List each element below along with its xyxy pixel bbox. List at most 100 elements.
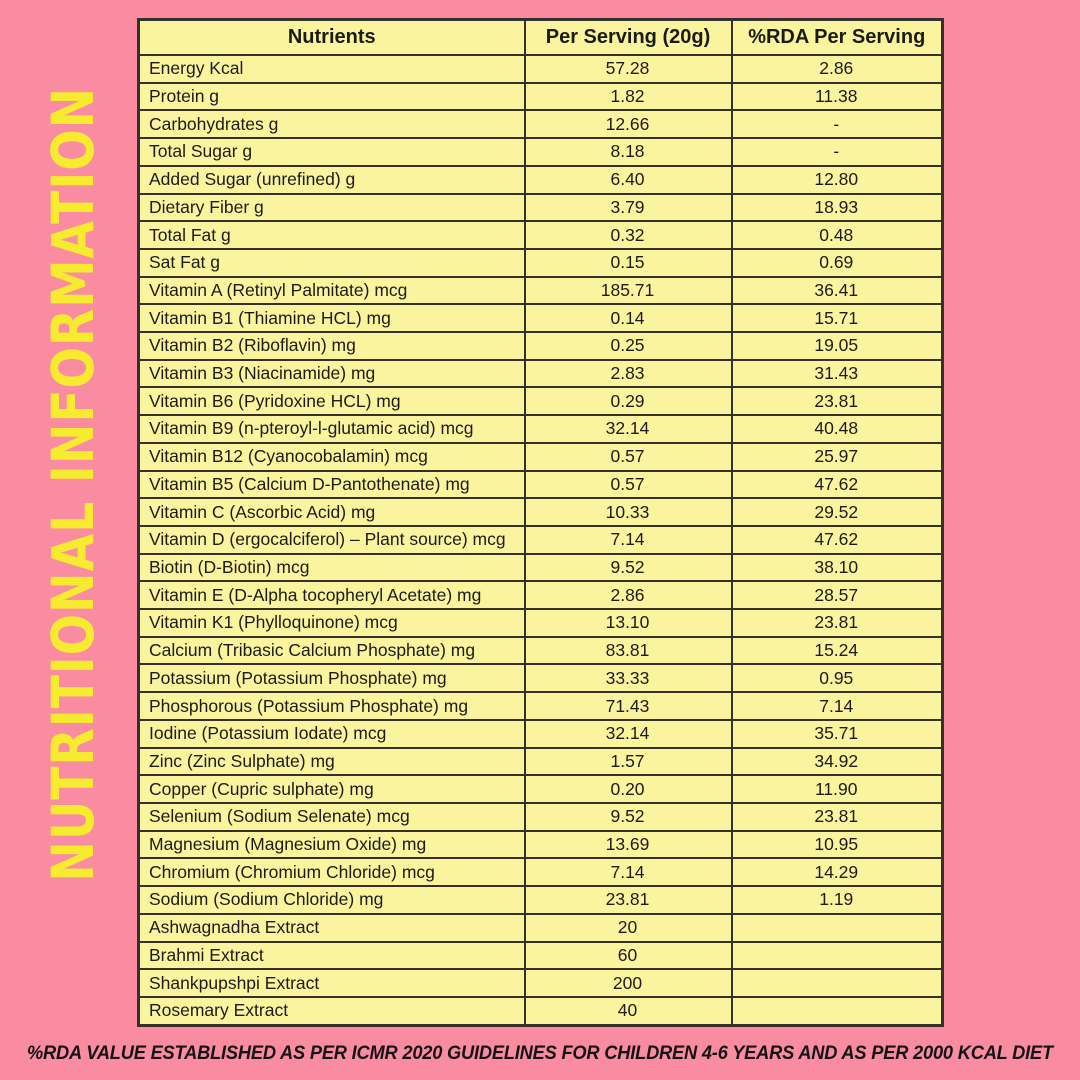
per-serving-cell: 6.40 (523, 164, 733, 195)
table-row: Vitamin D (ergocalciferol) – Plant sourc… (137, 524, 944, 555)
table-row: Sodium (Sodium Chloride) mg 23.81 1.19 (137, 885, 944, 915)
rda-cell: 15.24 (730, 635, 944, 666)
table-row: Vitamin B1 (Thiamine HCL) mg 0.14 15.71 (137, 303, 944, 334)
table-row: Vitamin B6 (Pyridoxine HCL) mg 0.29 23.81 (137, 386, 944, 417)
per-serving-cell: 1.57 (523, 746, 733, 777)
nutrient-cell: Dietary Fiber g (137, 192, 526, 223)
rda-cell (730, 995, 944, 1027)
per-serving-cell: 185.71 (523, 275, 733, 306)
nutrient-cell: Copper (Cupric sulphate) mg (137, 774, 526, 804)
table-row: Rosemary Extract 40 (137, 995, 944, 1027)
header-row: Nutrients Per Serving (20g) %RDA Per Ser… (137, 18, 944, 56)
nutrient-cell: Brahmi Extract (137, 940, 526, 971)
per-serving-cell: 20 (523, 912, 733, 943)
table-row: Ashwagnadha Extract 20 (137, 912, 944, 943)
rda-cell: 7.14 (730, 691, 944, 721)
per-serving-cell: 0.57 (523, 441, 733, 472)
rda-cell: 0.95 (730, 663, 944, 694)
per-serving-cell: 1.82 (523, 81, 733, 112)
per-serving-cell: 32.14 (523, 414, 733, 444)
nutrient-cell: Vitamin B5 (Calcium D-Pantothenate) mg (137, 469, 526, 500)
nutrition-table: Nutrients Per Serving (20g) %RDA Per Ser… (137, 18, 944, 1027)
header-rda-per-serving: %RDA Per Serving (730, 18, 944, 56)
per-serving-cell: 9.52 (523, 801, 733, 832)
rda-cell: 35.71 (730, 718, 944, 749)
per-serving-cell: 0.15 (523, 247, 733, 278)
per-serving-cell: 200 (523, 968, 733, 998)
nutrient-cell: Sodium (Sodium Chloride) mg (137, 885, 526, 915)
per-serving-cell: 7.14 (523, 857, 733, 888)
rda-cell: 25.97 (730, 441, 944, 472)
per-serving-cell: 60 (523, 940, 733, 971)
nutrient-cell: Selenium (Sodium Selenate) mcg (137, 801, 526, 832)
nutrient-cell: Zinc (Zinc Sulphate) mg (137, 746, 526, 777)
table-row: Vitamin B9 (n-pteroyl-l-glutamic acid) m… (137, 414, 944, 444)
rda-cell: 47.62 (730, 469, 944, 500)
table-row: Protein g 1.82 11.38 (137, 81, 944, 112)
nutrient-cell: Vitamin B3 (Niacinamide) mg (137, 358, 526, 389)
per-serving-cell: 0.57 (523, 469, 733, 500)
nutrient-cell: Vitamin A (Retinyl Palmitate) mcg (137, 275, 526, 306)
rda-cell: 10.95 (730, 829, 944, 860)
rda-cell (730, 968, 944, 998)
per-serving-cell: 0.32 (523, 220, 733, 250)
per-serving-cell: 9.52 (523, 552, 733, 583)
rda-cell: - (730, 137, 944, 167)
per-serving-cell: 2.86 (523, 580, 733, 611)
table-row: Brahmi Extract 60 (137, 940, 944, 971)
rda-cell: 31.43 (730, 358, 944, 389)
vertical-title: NUTRITIONAL INFORMATION (39, 86, 107, 882)
rda-cell (730, 940, 944, 971)
per-serving-cell: 7.14 (523, 524, 733, 555)
table-row: Zinc (Zinc Sulphate) mg 1.57 34.92 (137, 746, 944, 777)
per-serving-cell: 10.33 (523, 497, 733, 527)
nutrient-cell: Biotin (D-Biotin) mcg (137, 552, 526, 583)
table-row: Total Sugar g 8.18- (137, 137, 944, 167)
table-row: Potassium (Potassium Phosphate) mg 33.33 0… (137, 663, 944, 694)
rda-cell: 18.93 (730, 192, 944, 223)
nutrient-cell: Iodine (Potassium Iodate) mcg (137, 718, 526, 749)
nutrient-cell: Sat Fat g (137, 247, 526, 278)
rda-cell: - (730, 109, 944, 140)
nutrient-cell: Vitamin B6 (Pyridoxine HCL) mg (137, 386, 526, 417)
nutrient-cell: Ashwagnadha Extract (137, 912, 526, 943)
rda-cell: 1.19 (730, 885, 944, 915)
nutrient-cell: Shankpupshpi Extract (137, 968, 526, 998)
per-serving-cell: 8.18 (523, 137, 733, 167)
per-serving-cell: 40 (523, 995, 733, 1027)
per-serving-cell: 0.20 (523, 774, 733, 804)
nutrient-cell: Vitamin B9 (n-pteroyl-l-glutamic acid) m… (137, 414, 526, 444)
table-row: Energy Kcal 57.28 2.86 (137, 54, 944, 84)
table-row: Vitamin E (D-Alpha tocopheryl Acetate) m… (137, 580, 944, 611)
rda-cell: 28.57 (730, 580, 944, 611)
nutrient-cell: Potassium (Potassium Phosphate) mg (137, 663, 526, 694)
table-row: Calcium (Tribasic Calcium Phosphate) mg 8… (137, 635, 944, 666)
nutrient-cell: Vitamin E (D-Alpha tocopheryl Acetate) m… (137, 580, 526, 611)
table-row: Sat Fat g 0.15 0.69 (137, 247, 944, 278)
table-row: Carbohydrates g 12.66- (137, 109, 944, 140)
header-nutrients: Nutrients (137, 18, 526, 56)
per-serving-cell: 0.14 (523, 303, 733, 334)
rda-cell: 40.48 (730, 414, 944, 444)
nutrient-cell: Vitamin B1 (Thiamine HCL) mg (137, 303, 526, 334)
rda-cell: 14.29 (730, 857, 944, 888)
nutrient-cell: Energy Kcal (137, 54, 526, 84)
footnote: %RDA VALUE ESTABLISHED AS PER ICMR 2020 … (27, 1043, 1053, 1064)
nutrient-cell: Carbohydrates g (137, 109, 526, 140)
table-row: Total Fat g 0.32 0.48 (137, 220, 944, 250)
table-row: Vitamin C (Ascorbic Acid) mg 10.33 29.52 (137, 497, 944, 527)
per-serving-cell: 71.43 (523, 691, 733, 721)
table-row: Vitamin B2 (Riboflavin) mg 0.25 19.05 (137, 331, 944, 361)
table-row: Shankpupshpi Extract 200 (137, 968, 944, 998)
table-row: Selenium (Sodium Selenate) mcg 9.52 23.81 (137, 801, 944, 832)
rda-cell: 23.81 (730, 801, 944, 832)
rda-cell: 19.05 (730, 331, 944, 361)
table-row: Dietary Fiber g 3.79 18.93 (137, 192, 944, 223)
nutrient-cell: Magnesium (Magnesium Oxide) mg (137, 829, 526, 860)
nutrient-cell: Vitamin B12 (Cyanocobalamin) mcg (137, 441, 526, 472)
table-row: Copper (Cupric sulphate) mg 0.20 11.90 (137, 774, 944, 804)
per-serving-cell: 12.66 (523, 109, 733, 140)
per-serving-cell: 3.79 (523, 192, 733, 223)
rda-cell: 47.62 (730, 524, 944, 555)
